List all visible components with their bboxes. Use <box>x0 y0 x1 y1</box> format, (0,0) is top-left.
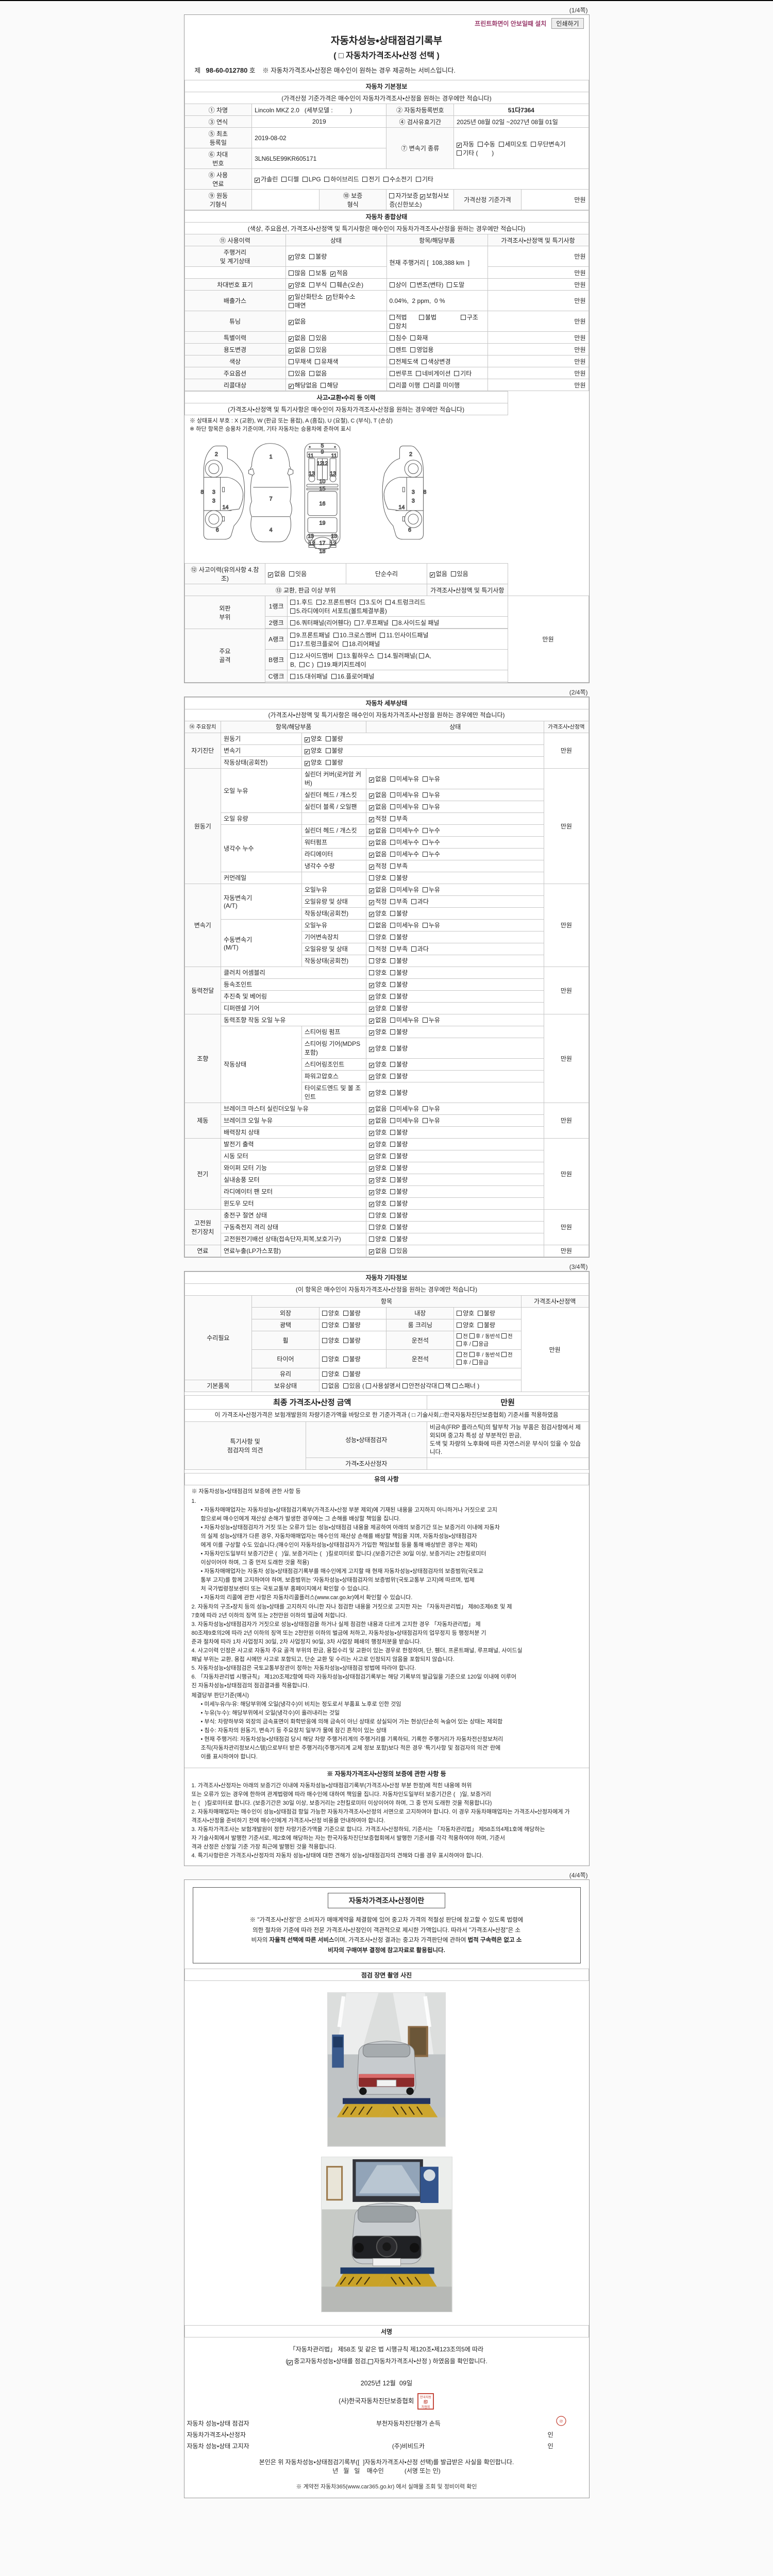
svg-text:3: 3 <box>412 489 415 496</box>
svg-text:2: 2 <box>215 451 218 457</box>
svg-text:3: 3 <box>412 498 415 504</box>
svg-text:16: 16 <box>320 501 326 507</box>
svg-text:14: 14 <box>398 504 405 511</box>
svg-text:15: 15 <box>320 486 326 492</box>
svg-text:2: 2 <box>409 451 412 457</box>
svg-text:3: 3 <box>212 489 215 496</box>
svg-text:10: 10 <box>320 479 326 485</box>
svg-text:13: 13 <box>330 470 336 477</box>
svg-text:9: 9 <box>321 449 324 455</box>
svg-text:13: 13 <box>331 533 337 539</box>
svg-text:3: 3 <box>212 498 215 504</box>
svg-text:한국자동: 한국자동 <box>420 2395 432 2399</box>
svg-text:12: 12 <box>309 541 315 547</box>
svg-text:14: 14 <box>222 504 228 511</box>
svg-text:12: 12 <box>330 541 336 547</box>
svg-text:印: 印 <box>424 2399 428 2404</box>
svg-text:4: 4 <box>270 527 273 533</box>
svg-text:1: 1 <box>270 454 273 460</box>
svg-text:11: 11 <box>331 453 337 459</box>
svg-text:차협회: 차협회 <box>422 2405 430 2409</box>
svg-text:8: 8 <box>200 489 204 496</box>
svg-text:印: 印 <box>560 2419 563 2424</box>
svg-text:5: 5 <box>321 443 324 449</box>
svg-text:19: 19 <box>320 520 326 526</box>
svg-text:13: 13 <box>309 470 315 477</box>
svg-text:13: 13 <box>308 533 314 539</box>
svg-text:7: 7 <box>270 496 273 502</box>
svg-text:6: 6 <box>216 527 219 533</box>
svg-text:18: 18 <box>320 548 326 554</box>
svg-text:12: 12 <box>322 461 328 467</box>
svg-text:8: 8 <box>423 489 426 496</box>
svg-text:6: 6 <box>408 527 411 533</box>
svg-text:17: 17 <box>320 540 326 547</box>
svg-text:11: 11 <box>308 453 313 459</box>
